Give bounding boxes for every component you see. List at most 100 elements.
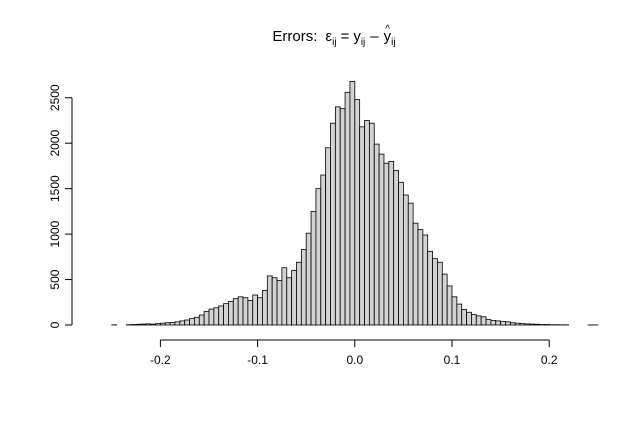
title-epsilon: ε	[325, 28, 332, 45]
histogram-bar	[437, 261, 443, 326]
histogram-bar	[213, 307, 220, 326]
histogram-bar	[339, 108, 346, 326]
histogram-bar	[174, 321, 181, 326]
histogram-bar	[364, 120, 370, 326]
histogram-bar	[378, 153, 385, 326]
histogram-bar	[228, 300, 234, 326]
histogram-bar	[471, 314, 477, 326]
histogram-bar	[135, 323, 142, 326]
histogram-bar	[203, 310, 210, 326]
histogram-bar	[310, 210, 317, 326]
title-minus: –	[370, 28, 379, 45]
histogram-bar	[417, 229, 424, 326]
histogram-bar	[184, 319, 190, 326]
histogram-bar	[194, 316, 200, 326]
histogram-bar	[305, 232, 312, 326]
histogram-bar	[189, 318, 195, 326]
histogram-bar	[198, 314, 205, 326]
histogram-bar	[505, 321, 511, 326]
histogram-bar	[514, 322, 521, 326]
y-tick-label: 1000	[48, 220, 62, 247]
histogram-bar	[412, 222, 419, 326]
title-yhat: y	[384, 28, 392, 45]
histogram-bar	[407, 202, 414, 326]
histogram-bar	[164, 322, 171, 326]
histogram-bar	[140, 323, 147, 326]
title-equals: =	[341, 28, 350, 45]
histogram-bar	[495, 320, 501, 326]
histogram-bar	[281, 267, 288, 326]
y-tick-label: 500	[48, 269, 62, 289]
histogram-bar	[461, 309, 467, 326]
histogram-bar	[276, 280, 283, 326]
histogram-bar	[145, 323, 152, 326]
histogram-bar	[422, 234, 429, 326]
histogram-bar	[223, 303, 229, 326]
histogram-bar	[242, 297, 249, 326]
y-tick-label: 2500	[48, 84, 62, 111]
histogram-bar	[286, 277, 293, 326]
bars-group	[111, 80, 599, 326]
histogram-bar	[344, 91, 351, 326]
histogram-bar	[432, 258, 438, 326]
histogram-bar	[446, 285, 453, 326]
histogram-bar	[257, 297, 263, 326]
histogram-bar	[490, 320, 497, 326]
title-y: y	[353, 28, 361, 45]
x-tick-label: 0.2	[541, 353, 558, 367]
axes-group: -0.2 -0.1 0.0 0.1 0.2 0 500 1000 1500 2000 2500	[48, 84, 558, 367]
histogram-bar	[519, 323, 526, 326]
histogram-bar	[300, 249, 307, 326]
histogram-bar	[466, 311, 472, 326]
histogram-bar	[237, 296, 244, 326]
histogram-bar	[359, 126, 365, 326]
histogram-bar	[208, 308, 215, 326]
histogram-bar	[427, 250, 433, 326]
histogram-bar	[179, 320, 186, 326]
histogram-bar	[232, 298, 239, 326]
histogram-bar	[534, 323, 540, 326]
histogram-bar	[291, 270, 297, 326]
histogram-bar	[262, 290, 268, 326]
histogram-bar	[315, 188, 322, 326]
histogram-bar	[393, 170, 399, 326]
chart-title: Errors: εij = yij – yij	[272, 28, 395, 48]
histogram-bar	[509, 322, 516, 326]
x-tick-label: 0.0	[346, 353, 363, 367]
histogram-bar	[150, 323, 156, 326]
title-prefix: Errors:	[272, 28, 317, 45]
histogram-bar	[368, 122, 375, 326]
histogram-bar	[271, 277, 278, 326]
title-yhat-subscript: ij	[391, 37, 395, 48]
histogram-bar	[247, 300, 254, 326]
histogram-bar	[266, 275, 273, 326]
x-tick-label: 0.1	[444, 353, 461, 367]
histogram-bar	[320, 174, 327, 326]
title-epsilon-subscript: ij	[332, 37, 336, 48]
y-tick-label: 2000	[48, 130, 62, 157]
histogram-bar	[325, 147, 331, 326]
histogram-bar	[402, 194, 409, 326]
histogram-bar	[383, 162, 390, 326]
histogram-bar	[155, 323, 161, 326]
histogram-bar	[456, 303, 463, 326]
histogram-bar	[159, 322, 166, 326]
y-tick-label: 1500	[48, 175, 62, 202]
histogram-bar	[169, 322, 176, 326]
histogram-bar	[330, 122, 336, 326]
histogram-bar	[524, 323, 531, 326]
histogram-bar	[529, 323, 536, 326]
title-hat-accent: ^	[385, 24, 390, 35]
histogram-bar	[252, 294, 259, 326]
histogram-bar	[296, 261, 302, 326]
histogram-bar	[485, 319, 492, 326]
y-tick-label: 0	[48, 321, 62, 328]
x-tick-label: -0.1	[247, 353, 268, 367]
x-tick-label: -0.2	[150, 353, 171, 367]
histogram-bar	[500, 320, 506, 326]
histogram-bar	[349, 80, 356, 326]
histogram-bar	[354, 99, 361, 326]
histogram-bar	[475, 315, 482, 326]
